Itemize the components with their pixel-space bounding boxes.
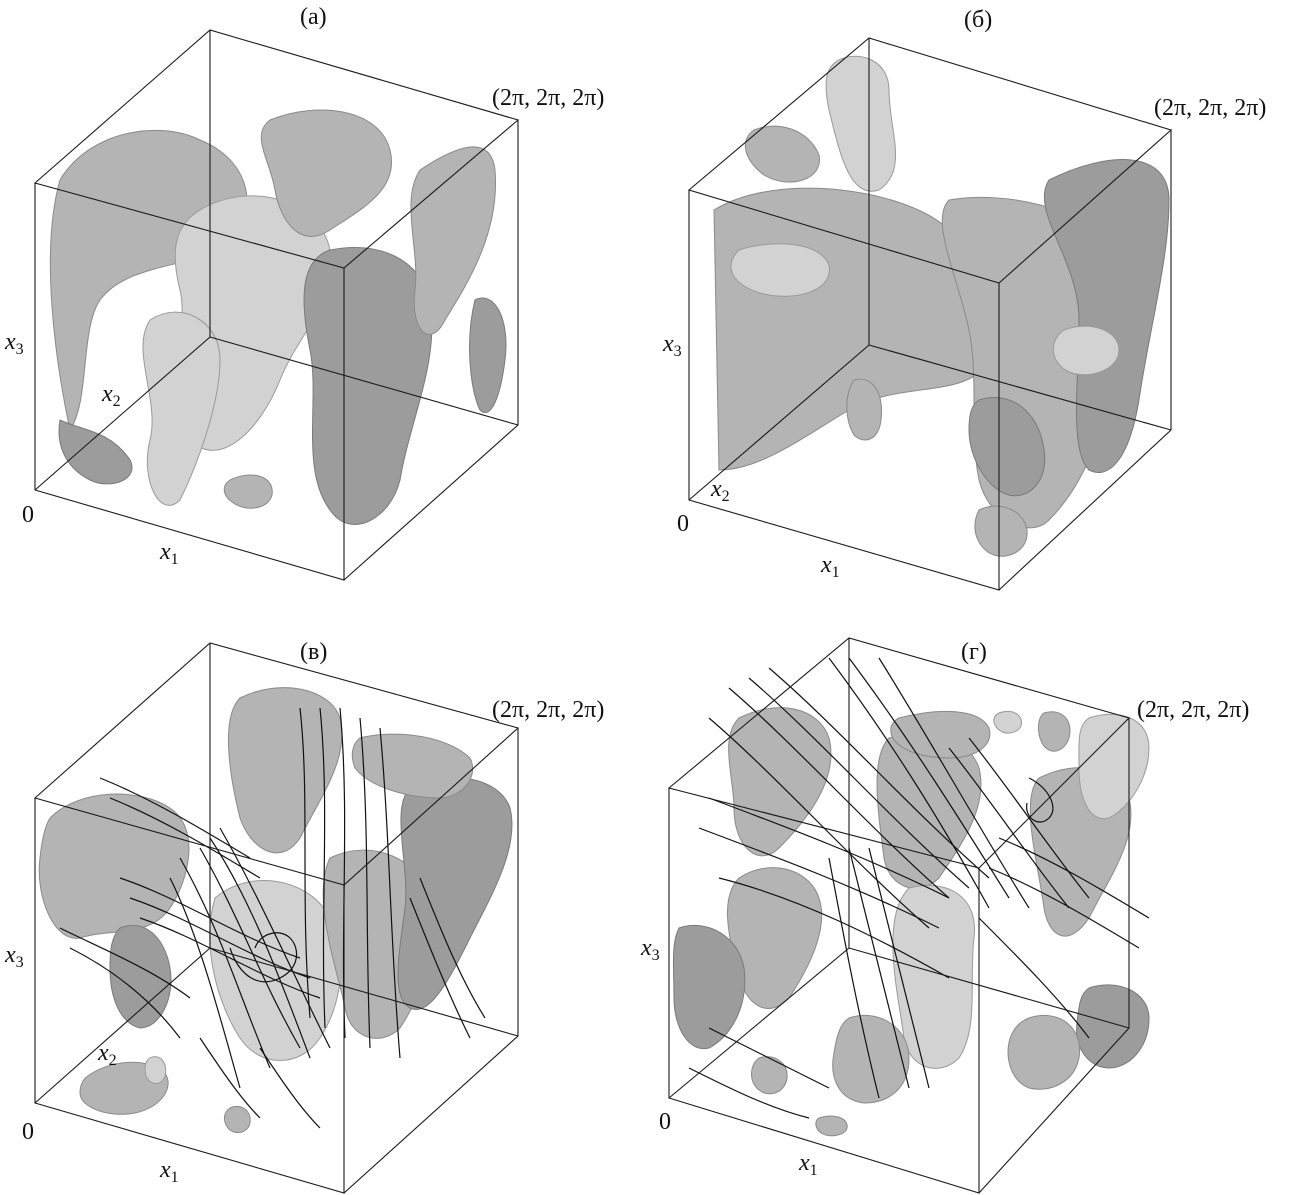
origin-label-a: 0 (22, 503, 34, 527)
axis-x2-symbol-b: x (711, 476, 722, 502)
axis-x1-symbol-g: x (799, 1150, 810, 1176)
axis-x1-label-g: x1 (799, 1151, 818, 1179)
axis-x3-symbol-v: x (5, 942, 16, 968)
axis-x2-label-v: x2 (98, 1041, 117, 1069)
axis-x1-subscript-g: 1 (810, 1162, 818, 1179)
axis-x3-subscript-b: 3 (674, 343, 682, 360)
axis-x1-label-v: x1 (160, 1158, 179, 1186)
origin-label-b: 0 (677, 512, 689, 536)
corner-coordinate-v: (2π, 2π, 2π) (492, 698, 604, 722)
panel-label-b: (б) (964, 8, 992, 32)
axis-x1-symbol-v: x (160, 1157, 171, 1183)
axis-x2-subscript-a: 2 (113, 393, 121, 410)
corner-coordinate-a: (2π, 2π, 2π) (492, 86, 604, 110)
axis-x3-label-v: x3 (5, 943, 24, 971)
isosurface-a (50, 110, 506, 524)
panel-b: (б) (2π, 2π, 2π) 0 x1 x2 x3 (649, 0, 1299, 597)
panel-v: (в) (2π, 2π, 2π) 0 x1 x2 x3 (0, 598, 650, 1195)
axis-x3-label-a: x3 (5, 330, 24, 358)
axis-x3-symbol-a: x (5, 329, 16, 355)
axis-x1-subscript-v: 1 (171, 1169, 179, 1186)
panel-label-v: (в) (300, 640, 327, 664)
axis-x3-label-b: x3 (663, 332, 682, 360)
isosurface-cube-b (649, 0, 1299, 597)
axis-x1-subscript-a: 1 (171, 551, 179, 568)
corner-coordinate-b: (2π, 2π, 2π) (1154, 96, 1266, 120)
isosurface-g (673, 708, 1149, 1136)
isosurface-cube-g (649, 598, 1299, 1195)
axis-x2-symbol-v: x (98, 1040, 109, 1066)
panel-label-g: (г) (961, 640, 987, 664)
axis-x3-subscript-a: 3 (16, 341, 24, 358)
axis-x2-symbol-a: x (102, 381, 113, 407)
axis-x3-subscript-g: 3 (652, 947, 660, 964)
axis-x1-label-b: x1 (821, 553, 840, 581)
origin-label-g: 0 (659, 1110, 671, 1134)
axis-x3-label-g: x3 (641, 936, 660, 964)
axis-x2-label-a: x2 (102, 382, 121, 410)
axis-x1-symbol-a: x (160, 539, 171, 565)
isosurface-b (714, 56, 1169, 556)
panel-label-a: (а) (300, 5, 327, 29)
axis-x1-symbol-b: x (821, 552, 832, 578)
axis-x1-label-a: x1 (160, 540, 179, 568)
isosurface-cube-v (0, 598, 650, 1195)
origin-label-v: 0 (22, 1120, 34, 1144)
panel-a: (а) (2π, 2π, 2π) 0 x1 x2 x3 (0, 0, 650, 597)
axis-x2-subscript-v: 2 (109, 1052, 117, 1069)
panel-g: (г) (2π, 2π, 2π) 0 x1 x 3 (649, 598, 1299, 1195)
axis-x3-symbol-b: x (663, 331, 674, 357)
axis-x3-subscript-v: 3 (16, 954, 24, 971)
axis-x2-subscript-b: 2 (722, 488, 730, 505)
corner-coordinate-g: (2π, 2π, 2π) (1137, 698, 1249, 722)
axis-x3-symbol-g: x (641, 935, 652, 961)
axis-x2-label-b: x2 (711, 477, 730, 505)
axis-x1-subscript-b: 1 (832, 564, 840, 581)
